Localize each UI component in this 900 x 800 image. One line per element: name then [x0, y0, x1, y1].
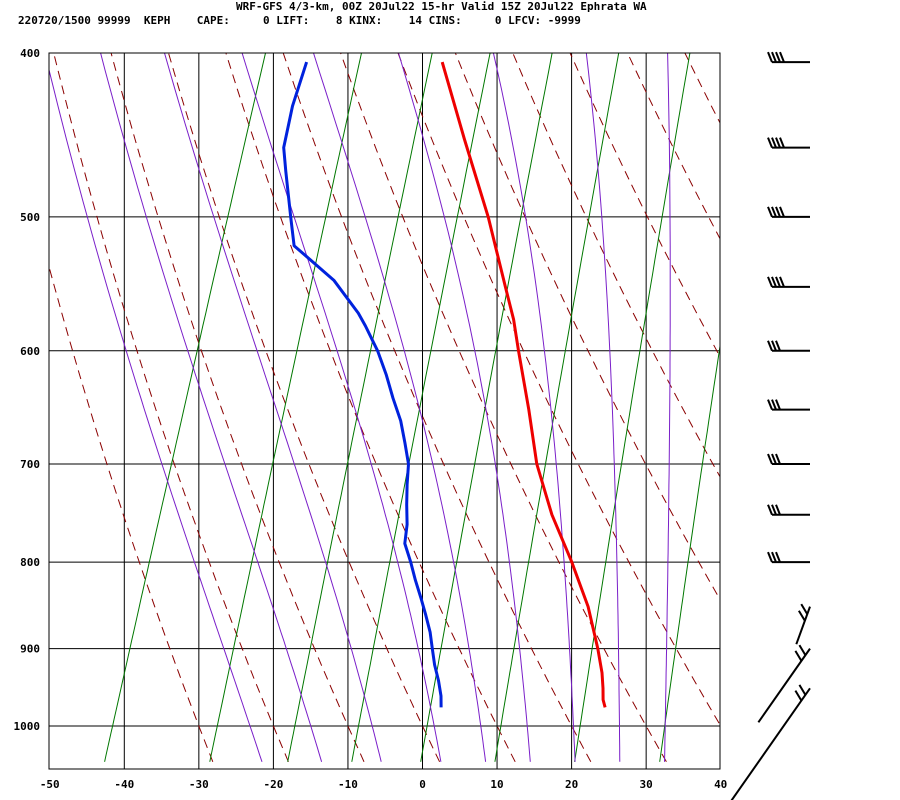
moist-adiabat: [100, 53, 323, 762]
plot-frame: [48, 52, 721, 770]
dry-adiabat: [733, 34, 900, 761]
mixing-ratio-line: [209, 53, 363, 762]
dry-adiabat: [569, 53, 720, 358]
x-tick-label: -20: [263, 778, 283, 791]
x-tick-label: 0: [419, 778, 426, 791]
mixing-ratio-line: [351, 53, 491, 762]
dewpoint-profile: [282, 61, 443, 708]
wind-barb-650: [767, 399, 810, 411]
wind-barbs: [730, 51, 811, 800]
x-tick-label: -10: [338, 778, 358, 791]
y-tick-label: 400: [20, 47, 40, 60]
mixing-ratio-line: [659, 342, 720, 762]
dry-adiabat: [454, 53, 720, 601]
y-tick-label: 1000: [14, 720, 41, 733]
wind-barb-600: [767, 340, 810, 352]
dry-adiabat: [340, 53, 667, 763]
y-tick-label: 600: [20, 345, 40, 358]
moist-adiabat: [492, 53, 576, 762]
wind-barb-900: [757, 644, 811, 723]
dry-adiabat: [397, 53, 720, 726]
x-tick-label: -40: [114, 778, 134, 791]
mixing-ratio-line: [494, 53, 620, 762]
moist-adiabat: [585, 53, 621, 762]
mixing-ratio-line: [420, 53, 553, 762]
dry-adiabat: [167, 53, 441, 763]
dry-adiabat: [626, 53, 720, 240]
wind-barb-500: [767, 206, 810, 218]
moist-adiabat: [397, 53, 531, 762]
dry-adiabat: [512, 53, 720, 478]
moist-adiabat: [312, 53, 487, 762]
x-tick-label: 20: [565, 778, 578, 791]
dry-adiabat: [53, 53, 289, 762]
dry-adiabat: [225, 53, 516, 763]
dry-adiabat: [110, 53, 365, 763]
temperature-profile: [440, 61, 607, 708]
wind-barb-455: [767, 137, 810, 149]
moist-adiabat: [664, 53, 671, 762]
x-tick-label: -30: [189, 778, 209, 791]
y-tick-label: 700: [20, 458, 40, 471]
mixing-ratio-line: [574, 53, 691, 762]
mixing-ratio-line: [287, 53, 433, 762]
wind-barb-550: [767, 276, 810, 288]
moist-adiabat: [163, 53, 382, 762]
y-tick-label: 800: [20, 556, 40, 569]
wind-barb-800: [767, 551, 810, 564]
mixing-ratio-line: [104, 53, 267, 762]
y-tick-label: 500: [20, 211, 40, 224]
dry-adiabat: [847, 34, 900, 761]
dry-adiabat: [282, 53, 592, 763]
x-tick-label: 10: [490, 778, 503, 791]
wind-barb-950: [730, 684, 811, 800]
wind-barb-750: [767, 504, 810, 516]
x-tick-label: -50: [40, 778, 60, 791]
grid-lines: [49, 52, 720, 769]
sounding-info-line: 220720/1500 99999 KEPH CAPE: 0 LIFT: 8 K…: [18, 14, 581, 27]
x-tick-label: 30: [640, 778, 653, 791]
moist-adiabat: [49, 67, 263, 762]
wind-barb-405: [767, 51, 810, 64]
moist-adiabat: [241, 53, 442, 762]
wind-barb-700: [767, 453, 810, 466]
dry-adiabat: [684, 53, 720, 124]
wind-barb-850: [795, 603, 811, 645]
x-tick-label: 40: [714, 778, 727, 791]
chart-title: WRF-GFS 4/3-km, 00Z 20Jul22 15-hr Valid …: [236, 0, 647, 13]
y-tick-label: 900: [20, 643, 40, 656]
